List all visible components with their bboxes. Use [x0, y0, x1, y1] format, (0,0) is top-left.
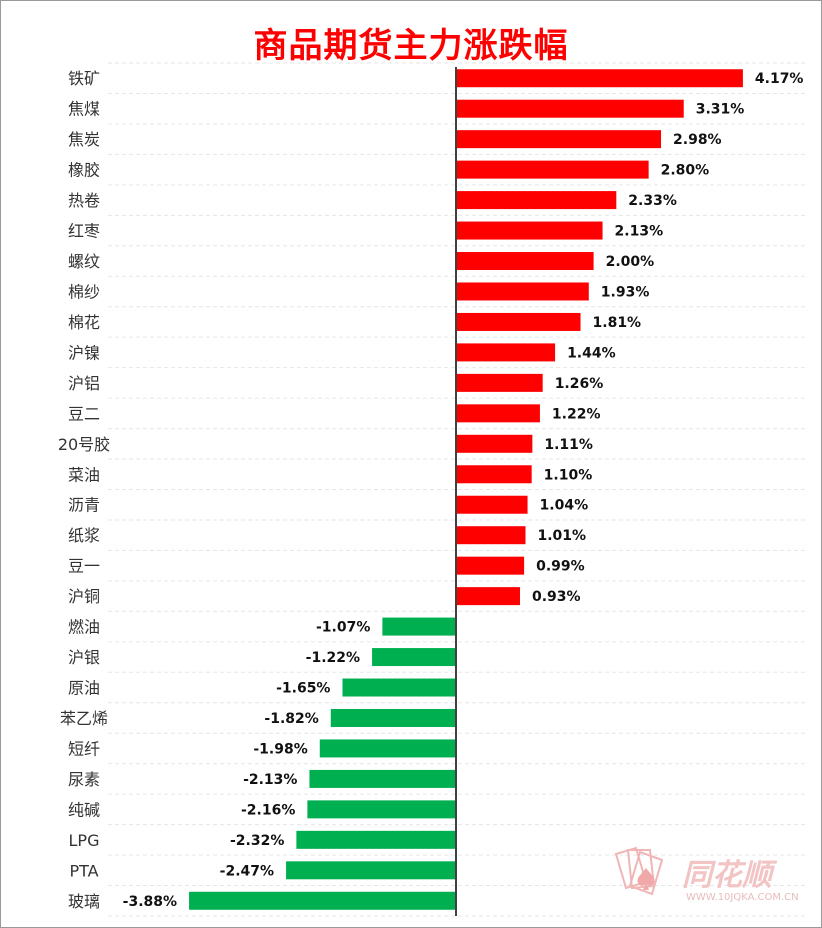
category-label: 豆一 — [68, 557, 100, 576]
bar — [382, 617, 456, 636]
data-label: 1.22% — [552, 406, 601, 422]
category-label: 沥青 — [68, 496, 100, 515]
data-label: 1.11% — [544, 437, 593, 453]
category-label: 热卷 — [68, 191, 100, 210]
data-label: 0.99% — [536, 559, 585, 575]
bar — [456, 373, 543, 392]
category-label: 螺纹 — [68, 252, 100, 271]
data-label: -2.47% — [220, 863, 274, 879]
data-label: 0.93% — [532, 589, 581, 605]
category-label: 苯乙烯 — [60, 709, 108, 728]
data-label: -1.22% — [306, 650, 360, 666]
category-label: 20号胶 — [58, 435, 110, 454]
category-label: 原油 — [68, 679, 100, 698]
category-label: 短纤 — [68, 739, 100, 758]
playing-cards-spade-icon — [614, 846, 664, 896]
category-label: 纸浆 — [68, 526, 100, 545]
category-label: 焦煤 — [68, 100, 100, 119]
bar — [330, 708, 456, 727]
bar — [456, 252, 594, 271]
data-label: 2.80% — [661, 163, 710, 179]
category-label: LPG — [69, 831, 100, 850]
bar — [456, 221, 603, 240]
bar — [456, 465, 532, 484]
data-label: -3.88% — [123, 894, 177, 910]
bar — [456, 160, 649, 179]
bar — [456, 99, 684, 118]
bar — [456, 130, 662, 149]
data-label: -1.82% — [264, 711, 318, 727]
category-label: 橡胶 — [68, 161, 100, 180]
chart-title: 商品期货主力涨跌幅 — [253, 26, 569, 66]
bar — [456, 556, 525, 575]
bar — [456, 312, 581, 331]
bar — [456, 69, 743, 88]
bar — [456, 526, 526, 545]
bar — [189, 891, 456, 910]
data-label: -2.32% — [230, 833, 284, 849]
data-label: -1.07% — [316, 620, 370, 636]
data-label: 3.31% — [696, 102, 745, 118]
data-label: 2.33% — [628, 193, 677, 209]
bar — [319, 739, 456, 758]
category-label: 棉纱 — [68, 282, 100, 301]
category-label: 沪银 — [68, 648, 100, 667]
data-label: -1.98% — [253, 741, 307, 757]
category-label: PTA — [69, 861, 98, 880]
bar — [296, 830, 456, 849]
bar — [456, 282, 589, 301]
category-label: 尿素 — [68, 770, 100, 789]
data-label: 1.26% — [555, 376, 604, 392]
category-label: 焦炭 — [68, 130, 100, 149]
category-label: 铁矿 — [68, 69, 100, 88]
bar — [456, 587, 520, 606]
watermark-url: WWW.10JQKA.COM.CN — [686, 892, 799, 903]
category-label: 沪铜 — [68, 587, 100, 606]
data-label: 2.13% — [615, 224, 664, 240]
watermark-brand: 同花顺 — [682, 858, 778, 893]
bar — [342, 678, 456, 697]
bar — [372, 648, 456, 667]
bar — [456, 191, 617, 210]
category-label: 红枣 — [68, 222, 100, 241]
data-label: 1.81% — [593, 315, 642, 331]
bar — [456, 495, 528, 514]
bar — [456, 434, 533, 453]
bar — [307, 800, 456, 819]
category-label: 玻璃 — [68, 892, 100, 911]
bar — [286, 861, 456, 880]
category-label: 豆二 — [68, 404, 100, 423]
data-label: 1.01% — [537, 528, 586, 544]
data-label: 1.10% — [544, 467, 593, 483]
data-label: -2.16% — [241, 802, 295, 818]
data-label: 1.04% — [540, 498, 589, 514]
category-label: 沪铝 — [68, 374, 100, 393]
data-label: 4.17% — [755, 71, 804, 87]
data-label: -2.13% — [243, 772, 297, 788]
bar — [309, 769, 456, 788]
data-label: 1.44% — [567, 345, 616, 361]
bar — [456, 343, 556, 362]
data-label: 2.98% — [673, 132, 722, 148]
category-label: 棉花 — [68, 313, 100, 332]
category-label: 菜油 — [68, 465, 100, 484]
data-label: 1.93% — [601, 284, 650, 300]
category-label: 沪镍 — [68, 343, 100, 362]
data-label: 2.00% — [606, 254, 655, 270]
category-label: 纯碱 — [68, 800, 100, 819]
bar — [456, 404, 540, 423]
data-label: -1.65% — [276, 681, 330, 697]
category-label: 燃油 — [68, 618, 100, 637]
